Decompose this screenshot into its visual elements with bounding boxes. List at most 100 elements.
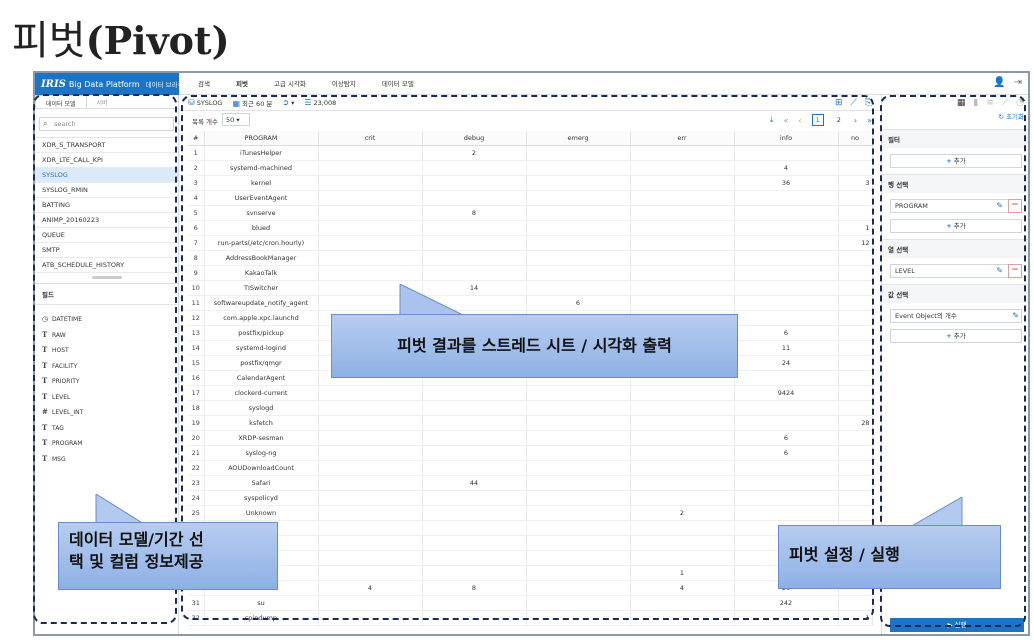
reset-button[interactable]: ↻ 초기화	[998, 113, 1024, 121]
model-item[interactable]: SYSLOG_RMIN	[35, 183, 178, 198]
model-search-input[interactable]: ⌕ search	[39, 117, 174, 131]
page-2[interactable]: 2	[836, 116, 841, 124]
table-cell	[422, 445, 527, 461]
edit-icon[interactable]: ✎	[996, 266, 1003, 275]
prev-page-icon[interactable]: ‹	[798, 115, 802, 125]
add-row-button[interactable]: + 추가	[890, 219, 1022, 233]
left-callout: 데이터 모델/기간 선 택 및 컬럼 정보제공	[58, 522, 278, 590]
add-value-button[interactable]: + 추가	[890, 329, 1022, 343]
first-page-icon[interactable]: «	[783, 115, 789, 125]
run-query-button[interactable]: ➲ ▾	[282, 98, 295, 107]
table-cell	[526, 280, 631, 296]
model-item[interactable]: SMTP	[35, 243, 178, 258]
tab-server[interactable]: 서버	[96, 100, 108, 107]
table-row: 3 kernel 36 3	[188, 175, 873, 191]
col-field-item[interactable]: LEVEL ✎ −	[890, 264, 1022, 278]
last-page-icon[interactable]: »	[867, 115, 872, 125]
edit-icon[interactable]: ✎	[996, 201, 1003, 210]
field-item[interactable]: T TAG	[35, 420, 178, 436]
table-cell	[630, 595, 735, 611]
trend-icon[interactable]: ⟋	[1001, 98, 1009, 108]
table-cell	[318, 190, 423, 206]
table-cell	[838, 145, 873, 161]
logout-icon[interactable]: ⇥	[1013, 77, 1022, 88]
table-cell	[838, 370, 873, 386]
model-item[interactable]: QUEUE	[35, 228, 178, 243]
export-icon[interactable]: ⎘	[864, 98, 872, 108]
table-cell	[526, 580, 631, 596]
field-item[interactable]: T PRIORITY	[35, 373, 178, 389]
table-cell	[526, 535, 631, 551]
table-cell	[318, 205, 423, 221]
row-number: 32	[188, 610, 205, 626]
table-cell	[422, 235, 527, 251]
field-item[interactable]: # LEVEL_INT	[35, 404, 178, 420]
model-item[interactable]: XDR_S_TRANSPORT	[35, 138, 178, 153]
period-selector[interactable]: ▦ 최근 60 분	[232, 98, 273, 108]
table-cell	[630, 460, 735, 476]
column-header[interactable]: err	[630, 131, 735, 146]
next-page-icon[interactable]: ›	[853, 115, 858, 125]
table-cell: 6	[734, 325, 839, 341]
model-item[interactable]: SYSLOG	[35, 168, 178, 183]
run-button[interactable]: ▶ 실행	[890, 618, 1024, 632]
user-icon[interactable]: 👤	[993, 77, 1006, 88]
table-cell: UserEventAgent	[204, 190, 319, 206]
field-item[interactable]: T HOST	[35, 342, 178, 358]
resize-handle[interactable]	[91, 276, 122, 279]
nav-anomaly[interactable]: 이상탐지	[331, 80, 356, 88]
table-cell	[734, 415, 839, 431]
field-list: ◷ DATETIME T RAW T HOST T FACILITY T PRIORITY T LEV…	[35, 305, 178, 466]
column-header[interactable]: emerg	[526, 131, 631, 146]
column-header[interactable]: debug	[422, 131, 527, 146]
field-type-icon: ◷	[42, 314, 49, 323]
table-cell	[318, 490, 423, 506]
field-item[interactable]: T RAW	[35, 327, 178, 343]
model-item[interactable]: ANIMP_20160223	[35, 213, 178, 228]
field-item[interactable]: T LEVEL	[35, 389, 178, 405]
field-item[interactable]: T PROGRAM	[35, 435, 178, 451]
remove-icon[interactable]: −	[1008, 199, 1022, 213]
table-cell: 6	[734, 430, 839, 446]
rows-select[interactable]: 50 ▾	[222, 113, 250, 126]
column-header[interactable]: #	[188, 131, 205, 146]
nav-search[interactable]: 검색	[198, 80, 210, 88]
remove-icon[interactable]: −	[1008, 264, 1022, 278]
nav-advanced-viz[interactable]: 고급 시각화	[273, 80, 306, 88]
value-field-item[interactable]: Event Object의 개수 ✎	[890, 309, 1022, 323]
field-item[interactable]: T MSG	[35, 451, 178, 467]
field-item[interactable]: T FACILITY	[35, 358, 178, 374]
pie-chart-icon[interactable]: ◔	[1016, 98, 1024, 108]
table-cell	[734, 400, 839, 416]
table-cell: 8	[422, 205, 527, 221]
table-row: 17 clockerd-current 9424	[188, 385, 873, 401]
field-item[interactable]: ◷ DATETIME	[35, 311, 178, 327]
model-selector[interactable]: ⛁ SYSLOG	[188, 98, 223, 107]
table-cell	[526, 265, 631, 281]
sort-icon[interactable]: ≡	[986, 98, 994, 108]
line-chart-icon[interactable]: ⟋	[850, 98, 857, 108]
model-item[interactable]: XDR_LTE_CALL_KPI	[35, 153, 178, 168]
column-header[interactable]: crit	[318, 131, 423, 146]
tab-data-model[interactable]: 데이터 모델	[35, 95, 87, 108]
bar-chart-icon[interactable]: ▮	[973, 98, 979, 108]
page-1[interactable]: 1	[811, 114, 824, 126]
nav-data-model[interactable]: 데이터 모델	[381, 80, 414, 88]
search-placeholder: search	[54, 120, 76, 128]
slide-title-en: (Pivot)	[85, 18, 230, 63]
brand[interactable]: IRIS Big Data Platform 데이터 브라우저	[35, 73, 190, 95]
column-header[interactable]: PROGRAM	[204, 131, 319, 146]
column-header[interactable]: info	[734, 131, 839, 146]
table-cell	[838, 205, 873, 221]
nav-pivot[interactable]: 피벗	[235, 80, 248, 88]
add-sheet-icon[interactable]: ⊞	[834, 98, 843, 108]
table-icon[interactable]: ▦	[956, 98, 966, 108]
model-item[interactable]: ATB_SCHEDULE_HISTORY	[35, 258, 178, 273]
download-icon[interactable]: ⤓	[769, 115, 774, 124]
model-item[interactable]: BATTING	[35, 198, 178, 213]
add-filter-button[interactable]: + 추가	[890, 154, 1022, 168]
column-header[interactable]: no	[838, 131, 873, 146]
edit-icon[interactable]: ✎	[1012, 311, 1019, 320]
row-field-item[interactable]: PROGRAM ✎ −	[890, 199, 1022, 213]
table-cell	[526, 595, 631, 611]
